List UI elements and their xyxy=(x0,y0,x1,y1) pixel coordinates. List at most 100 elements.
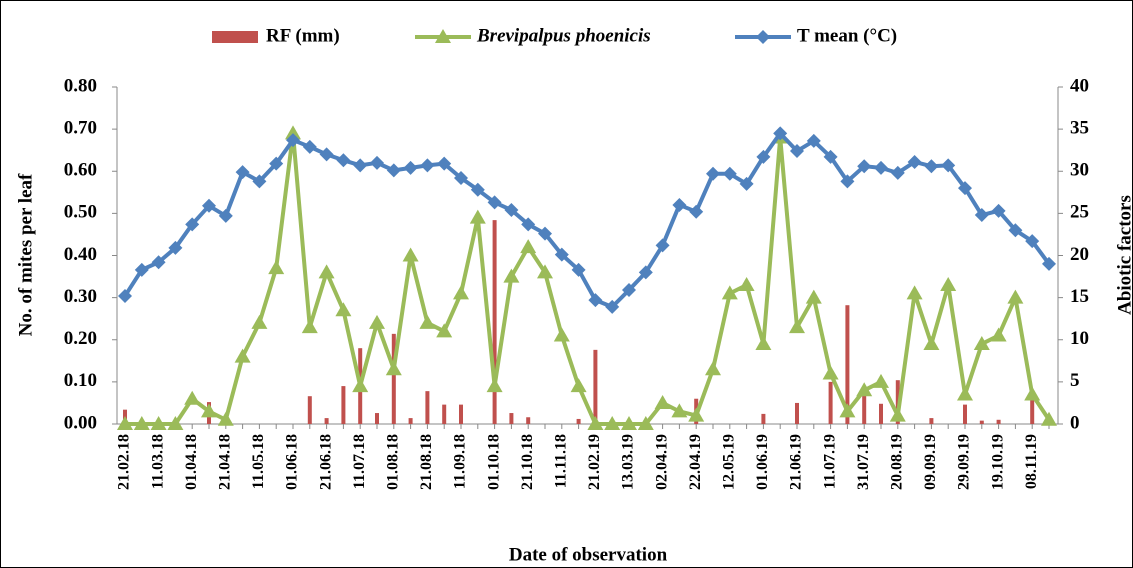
marker xyxy=(118,288,132,303)
marker xyxy=(168,240,183,255)
bar xyxy=(509,413,514,424)
marker xyxy=(974,208,989,223)
marker xyxy=(151,255,166,270)
bar xyxy=(929,418,934,424)
y2-tick-label: 10 xyxy=(1070,328,1089,349)
bar xyxy=(576,418,581,424)
marker xyxy=(1025,234,1040,249)
x-tick-label: 02.04.19 xyxy=(653,434,670,490)
line xyxy=(125,131,1051,426)
marker xyxy=(218,208,233,223)
x-tick-label: 20.08.19 xyxy=(888,434,905,490)
marker xyxy=(437,156,452,171)
marker xyxy=(706,166,720,181)
marker xyxy=(822,365,839,380)
marker xyxy=(521,217,536,232)
marker xyxy=(773,126,788,141)
x-tick-label: 12.05.19 xyxy=(720,434,737,490)
marker xyxy=(184,390,201,405)
y2-tick-label: 35 xyxy=(1070,117,1089,138)
y2-tick-label: 20 xyxy=(1070,244,1089,265)
x-tick-label: 31.07.19 xyxy=(855,434,872,490)
marker xyxy=(436,323,453,338)
marker xyxy=(705,361,721,376)
y-tick-label: 0.70 xyxy=(64,117,97,138)
y-tick-label: 0.60 xyxy=(64,160,97,181)
x-tick-label: 19.10.19 xyxy=(989,434,1006,490)
marker xyxy=(973,335,990,350)
y2-tick-label: 5 xyxy=(1070,370,1080,391)
marker xyxy=(504,203,519,218)
bar xyxy=(391,333,396,424)
marker xyxy=(839,403,856,418)
marker xyxy=(538,226,552,241)
y-tick-label: 0.80 xyxy=(64,75,97,96)
x-tick-label: 21.02.19 xyxy=(586,434,603,490)
marker xyxy=(353,158,368,173)
bar xyxy=(425,391,430,424)
marker xyxy=(671,403,688,418)
marker xyxy=(150,416,167,430)
marker xyxy=(637,416,654,430)
marker xyxy=(856,382,873,397)
marker xyxy=(570,378,587,393)
marker xyxy=(486,378,503,393)
marker xyxy=(622,283,636,298)
marker xyxy=(217,411,234,426)
x-tick-label: 21.02.18 xyxy=(116,434,133,490)
x-tick-label: 11.11.18 xyxy=(552,434,569,488)
legend-marker xyxy=(756,30,770,44)
marker xyxy=(941,158,956,173)
y-tick-label: 0.30 xyxy=(64,286,97,307)
marker xyxy=(487,195,502,210)
marker xyxy=(689,204,704,219)
marker xyxy=(621,416,637,430)
marker xyxy=(588,293,603,308)
marker xyxy=(301,319,318,334)
y-tick-label: 0.40 xyxy=(64,244,97,265)
marker xyxy=(587,416,604,430)
marker xyxy=(873,373,889,388)
marker xyxy=(553,327,570,342)
x-tick-label: 01.06.19 xyxy=(754,434,771,490)
marker xyxy=(133,416,150,430)
x-tick-label: 08.11.19 xyxy=(1023,434,1040,489)
y2-tick-label: 0 xyxy=(1070,412,1080,433)
y2-tick-label: 30 xyxy=(1070,160,1089,181)
marker xyxy=(318,264,335,279)
legend-label: RF (mm) xyxy=(266,25,340,46)
marker xyxy=(805,289,822,304)
bar xyxy=(341,386,346,424)
x-tick-label: 21.10.18 xyxy=(519,434,536,490)
y-tick-label: 0.20 xyxy=(64,328,97,349)
marker xyxy=(688,407,705,422)
marker xyxy=(319,147,334,162)
marker xyxy=(889,407,906,422)
marker xyxy=(755,335,772,350)
marker xyxy=(202,198,216,213)
x-tick-label: 21.06.19 xyxy=(788,434,805,490)
legend-label: T mean (°C) xyxy=(797,25,897,46)
marker xyxy=(790,144,804,159)
marker xyxy=(1008,223,1023,238)
marker xyxy=(655,238,670,253)
bar xyxy=(862,395,867,424)
marker xyxy=(268,260,285,275)
marker xyxy=(234,348,251,363)
marker xyxy=(957,386,973,401)
marker xyxy=(201,403,217,418)
marker xyxy=(537,264,553,279)
marker xyxy=(286,133,300,148)
y2-tick-label: 25 xyxy=(1070,202,1089,223)
marker xyxy=(117,416,133,430)
x-tick-label: 13.03.19 xyxy=(620,434,637,490)
marker xyxy=(991,203,1006,218)
marker xyxy=(520,239,537,254)
bar xyxy=(979,420,984,424)
marker xyxy=(269,156,284,171)
legend-marker xyxy=(435,29,451,43)
marker xyxy=(604,416,621,430)
bar xyxy=(375,413,379,424)
bar xyxy=(845,305,850,424)
